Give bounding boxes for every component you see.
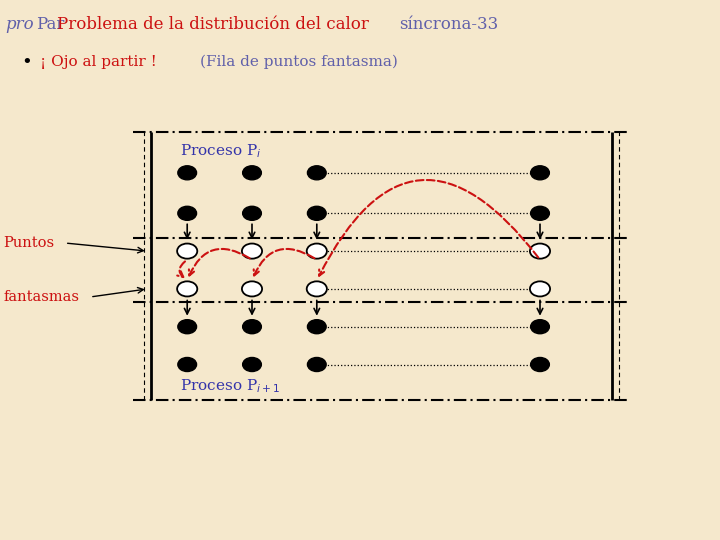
Circle shape	[530, 244, 550, 259]
Text: síncrona-33: síncrona-33	[400, 16, 499, 33]
Circle shape	[307, 206, 326, 220]
Circle shape	[178, 357, 197, 372]
Circle shape	[242, 281, 262, 296]
Circle shape	[530, 281, 550, 296]
FancyArrowPatch shape	[189, 249, 250, 275]
Circle shape	[242, 244, 262, 259]
FancyArrowPatch shape	[253, 249, 315, 275]
Circle shape	[243, 166, 261, 180]
Text: Problema de la distribución del calor: Problema de la distribución del calor	[36, 16, 374, 33]
Circle shape	[531, 166, 549, 180]
Circle shape	[178, 320, 197, 334]
Text: Puntos: Puntos	[4, 236, 55, 250]
Text: Proceso P$_i$: Proceso P$_i$	[180, 143, 261, 160]
Circle shape	[531, 206, 549, 220]
Circle shape	[178, 166, 197, 180]
Text: Par: Par	[36, 16, 64, 33]
FancyArrowPatch shape	[319, 180, 539, 276]
Circle shape	[243, 320, 261, 334]
Circle shape	[307, 320, 326, 334]
Circle shape	[307, 357, 326, 372]
FancyArrowPatch shape	[177, 261, 185, 277]
Text: •: •	[22, 53, 32, 71]
Circle shape	[307, 244, 327, 259]
Circle shape	[531, 357, 549, 372]
Text: fantasmas: fantasmas	[4, 290, 80, 304]
Circle shape	[531, 320, 549, 334]
Text: Proceso P$_{i+1}$: Proceso P$_{i+1}$	[180, 377, 280, 395]
Circle shape	[177, 281, 197, 296]
Text: ¡ Ojo al partir !: ¡ Ojo al partir !	[40, 55, 166, 69]
Circle shape	[178, 206, 197, 220]
Circle shape	[243, 357, 261, 372]
Text: pro: pro	[6, 16, 35, 33]
Circle shape	[307, 166, 326, 180]
Circle shape	[243, 206, 261, 220]
Text: (Fila de puntos fantasma): (Fila de puntos fantasma)	[200, 55, 398, 69]
Circle shape	[307, 281, 327, 296]
Circle shape	[177, 244, 197, 259]
